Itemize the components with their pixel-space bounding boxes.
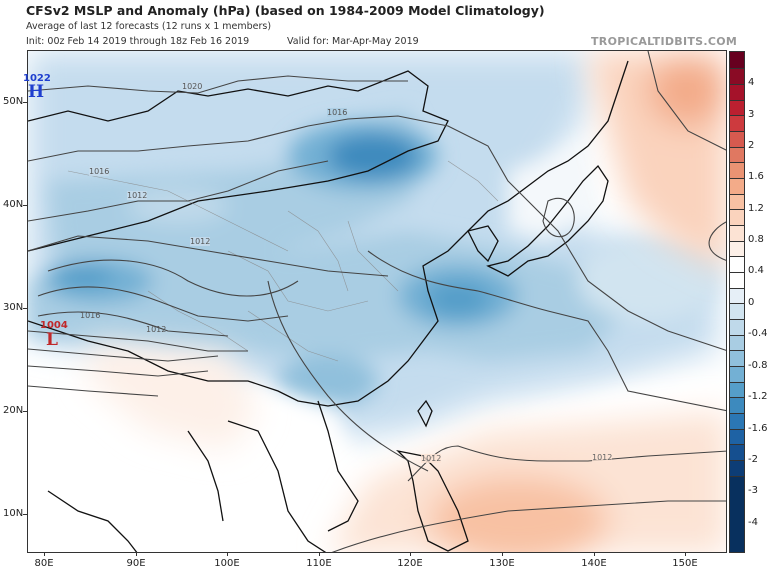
- colorbar-label: 1.2: [748, 203, 764, 214]
- valid-time: Valid for: Mar-Apr-May 2019: [287, 36, 419, 47]
- x-tick-label: 150E: [672, 558, 698, 569]
- isobar-label: 1012: [421, 454, 442, 463]
- map-panel: 1020 1016 1016 1012 1012 1016 1012 1012 …: [27, 50, 727, 553]
- colorbar-label: 0.4: [748, 265, 764, 276]
- y-tick-label: 30N: [3, 302, 24, 313]
- y-tick-label: 50N: [3, 96, 24, 107]
- x-tick-label: 130E: [489, 558, 515, 569]
- isobar-label: 1016: [327, 108, 348, 117]
- colorbar-label: -0.4: [748, 328, 768, 339]
- colorbar-label: -0.8: [748, 360, 768, 371]
- isobar-label: 1020: [182, 82, 203, 91]
- colorbar-label: -1.6: [748, 423, 768, 434]
- x-tick-label: 80E: [34, 558, 54, 569]
- y-tick-label: 40N: [3, 199, 24, 210]
- colorbar-label: 2: [748, 140, 755, 151]
- colorbar-label: 0: [748, 297, 755, 308]
- coastlines: [28, 60, 629, 552]
- colorbar-label: -3: [748, 485, 758, 496]
- x-tick-label: 140E: [581, 558, 607, 569]
- colorbar-label: 4: [748, 77, 755, 88]
- y-tick-label: 10N: [3, 508, 24, 519]
- colorbar-label: -2: [748, 454, 758, 465]
- isobar-label: 1012: [127, 191, 148, 200]
- isobar-label: 1012: [592, 453, 613, 462]
- x-tick-label: 90E: [126, 558, 146, 569]
- isobar-label: 1016: [89, 167, 110, 176]
- y-tick-label: 20N: [3, 405, 24, 416]
- init-time: Init: 00z Feb 14 2019 through 18z Feb 16…: [26, 36, 250, 47]
- x-tick-label: 100E: [214, 558, 240, 569]
- colorbar-label: 0.8: [748, 234, 764, 245]
- low-pressure-value: 1004: [40, 320, 68, 331]
- isobar-label: 1012: [190, 237, 211, 246]
- low-pressure-marker: L: [46, 330, 58, 350]
- x-tick-label: 120E: [397, 558, 423, 569]
- chart-subtitle: Average of last 12 forecasts (12 runs x …: [26, 21, 272, 32]
- colorbar-label: -1.2: [748, 391, 768, 402]
- isobar-label: 1016: [80, 311, 101, 320]
- colorbar: [729, 51, 745, 553]
- high-pressure-marker: H: [28, 82, 45, 102]
- brand-watermark: TROPICALTIDBITS.COM: [591, 35, 738, 48]
- high-pressure-value: 1022: [23, 73, 51, 84]
- x-tick-label: 110E: [306, 558, 332, 569]
- chart-title: CFSv2 MSLP and Anomaly (hPa) (based on 1…: [26, 3, 545, 18]
- isobar-label: 1012: [146, 325, 167, 334]
- anomaly-field: [28, 51, 726, 552]
- colorbar-label: -4: [748, 517, 758, 528]
- colorbar-label: 3: [748, 109, 755, 120]
- colorbar-label: 1.6: [748, 171, 764, 182]
